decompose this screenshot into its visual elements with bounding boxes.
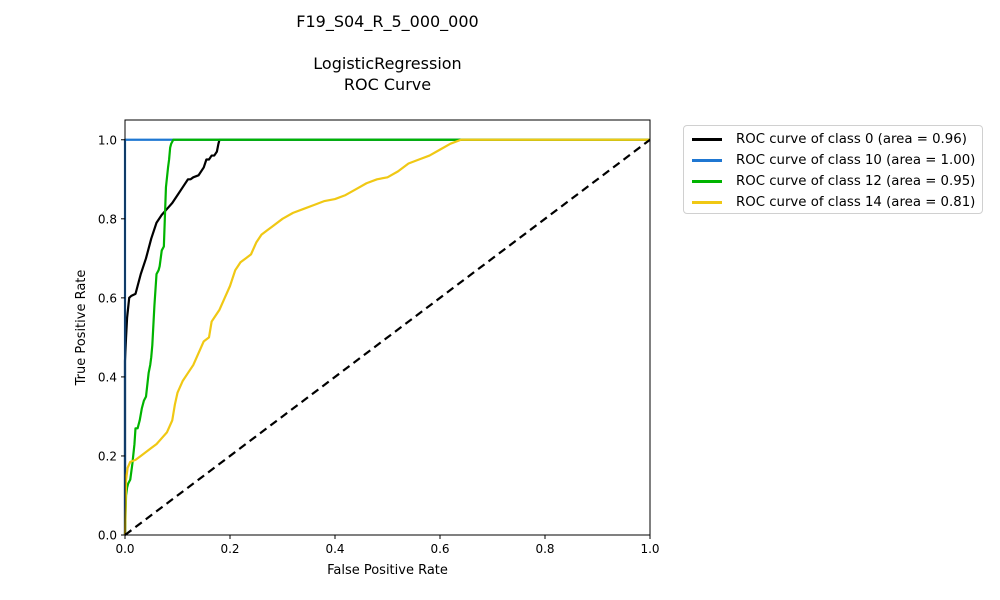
legend-label-class-0: ROC curve of class 0 (area = 0.96) [736,132,967,147]
axes-layer: 0.0 0.2 0.4 0.6 0.8 1.0 0.0 0.2 0.4 0.6 0.8 1.0 [98,119,660,556]
series-line-3 [123,138,650,536]
legend-item-class-10: ROC curve of class 10 (area = 1.00) [684,150,982,171]
y-tick-label-0: 0.0 [98,529,117,543]
x-tick-label-2: 0.4 [325,542,344,556]
legend-item-class-12: ROC curve of class 12 (area = 0.95) [684,171,982,192]
legend-item-class-0: ROC curve of class 0 (area = 0.96) [684,129,982,150]
plot-frame [124,119,651,536]
chart-title-line2: ROC Curve [343,75,432,94]
y-tick-label-2: 0.4 [98,370,117,384]
legend-swatch-class-0 [692,138,722,141]
legend-swatch-class-12 [692,180,722,183]
x-tick-label-5: 1.0 [640,542,659,556]
series-layer [123,138,651,536]
y-tick-label-4: 0.8 [98,212,117,226]
legend-swatch-class-10 [692,159,722,162]
y-axis-label: True Positive Rate [74,270,89,387]
x-tick-label-1: 0.2 [220,542,239,556]
legend-swatch-class-14 [692,201,722,204]
figure-suptitle: F19_S04_R_5_000_000 [296,12,479,31]
x-tick-label-0: 0.0 [115,542,134,556]
x-tick-label-3: 0.6 [430,542,449,556]
series-line-2 [123,138,650,536]
y-tick-label-5: 1.0 [98,133,117,147]
chart-title-line1: LogisticRegression [313,54,462,73]
y-tick-label-3: 0.6 [98,291,117,305]
legend-label-class-12: ROC curve of class 12 (area = 0.95) [736,174,976,189]
y-tick-label-1: 0.2 [98,449,117,463]
legend-label-class-10: ROC curve of class 10 (area = 1.00) [736,153,976,168]
x-tick-label-4: 0.8 [535,542,554,556]
chart-legend: ROC curve of class 0 (area = 0.96) ROC c… [683,125,983,214]
legend-label-class-14: ROC curve of class 14 (area = 0.81) [736,195,976,210]
x-axis-label: False Positive Rate [327,563,448,578]
chance-reference-line [124,138,651,536]
legend-item-class-14: ROC curve of class 14 (area = 0.81) [684,192,982,213]
